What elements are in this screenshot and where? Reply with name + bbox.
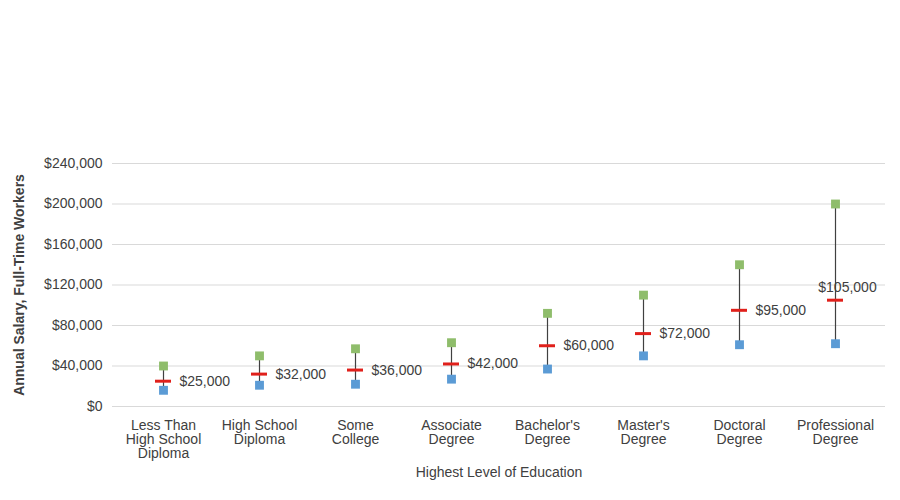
svg-text:Less ThanHigh SchoolDiploma: Less ThanHigh SchoolDiploma	[126, 417, 202, 461]
svg-text:Bachelor'sDegree: Bachelor'sDegree	[515, 417, 580, 447]
svg-text:$105,000: $105,000	[818, 279, 877, 295]
svg-text:SomeCollege: SomeCollege	[332, 417, 380, 447]
svg-text:Master'sDegree: Master'sDegree	[617, 417, 669, 447]
svg-text:$160,000: $160,000	[44, 236, 103, 252]
svg-text:$40,000: $40,000	[52, 357, 103, 373]
svg-text:$240,000: $240,000	[44, 155, 103, 171]
svg-text:$200,000: $200,000	[44, 195, 103, 211]
svg-text:$36,000: $36,000	[372, 362, 423, 378]
svg-text:$95,000: $95,000	[756, 302, 807, 318]
svg-text:ProfessionalDegree: ProfessionalDegree	[797, 417, 874, 447]
svg-text:$0: $0	[87, 398, 103, 414]
svg-text:$42,000: $42,000	[468, 355, 519, 371]
svg-text:DoctoralDegree: DoctoralDegree	[713, 417, 765, 447]
svg-text:Highest Level of Education: Highest Level of Education	[416, 464, 583, 480]
svg-text:$32,000: $32,000	[276, 366, 327, 382]
svg-text:$80,000: $80,000	[52, 317, 103, 333]
svg-text:$120,000: $120,000	[44, 276, 103, 292]
svg-text:Annual Salary, Full-Time Worke: Annual Salary, Full-Time Workers	[11, 174, 27, 396]
svg-text:$25,000: $25,000	[180, 373, 231, 389]
svg-text:$72,000: $72,000	[660, 325, 711, 341]
svg-text:High SchoolDiploma: High SchoolDiploma	[222, 417, 298, 447]
svg-text:AssociateDegree: AssociateDegree	[421, 417, 482, 447]
svg-text:$60,000: $60,000	[564, 337, 615, 353]
